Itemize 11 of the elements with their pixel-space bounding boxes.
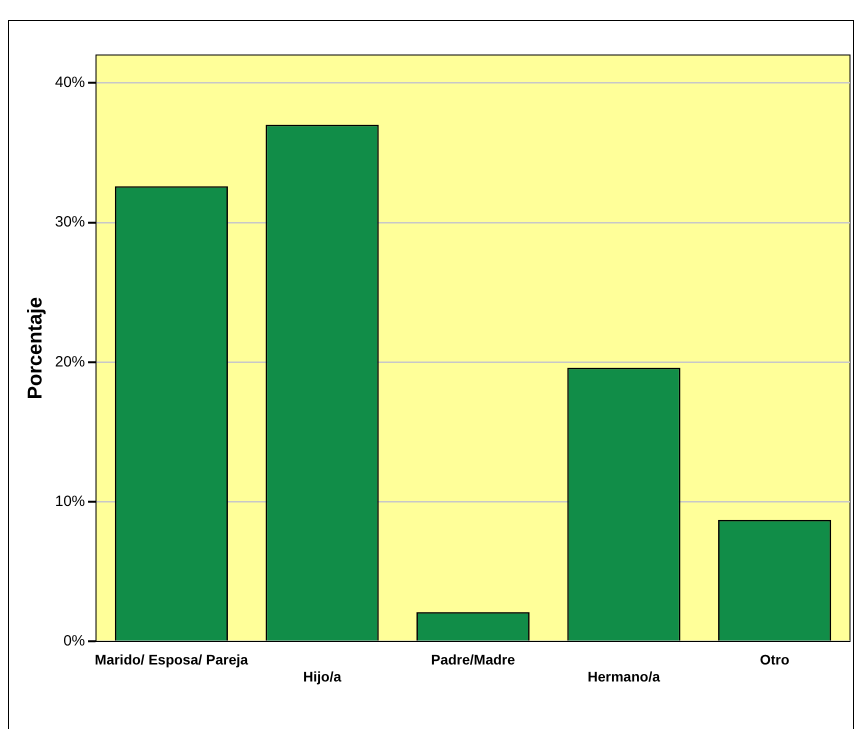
y-tick-label: 0% (63, 632, 86, 650)
y-tick-label: 30% (54, 214, 86, 231)
y-tick-label: 20% (54, 353, 86, 370)
x-tick-label: Marido/ Esposa/ Pareja (94, 652, 248, 668)
x-tick-label: Otro (760, 652, 790, 668)
x-tick-label: Hijo/a (303, 668, 342, 684)
y-axis-title: Porcentaje (24, 297, 47, 400)
y-tick-label: 10% (54, 492, 86, 510)
x-tick-label: Padre/Madre (430, 652, 516, 668)
x-tick-label: Hermano/a (588, 668, 660, 684)
y-tick-label: 40% (54, 74, 86, 92)
